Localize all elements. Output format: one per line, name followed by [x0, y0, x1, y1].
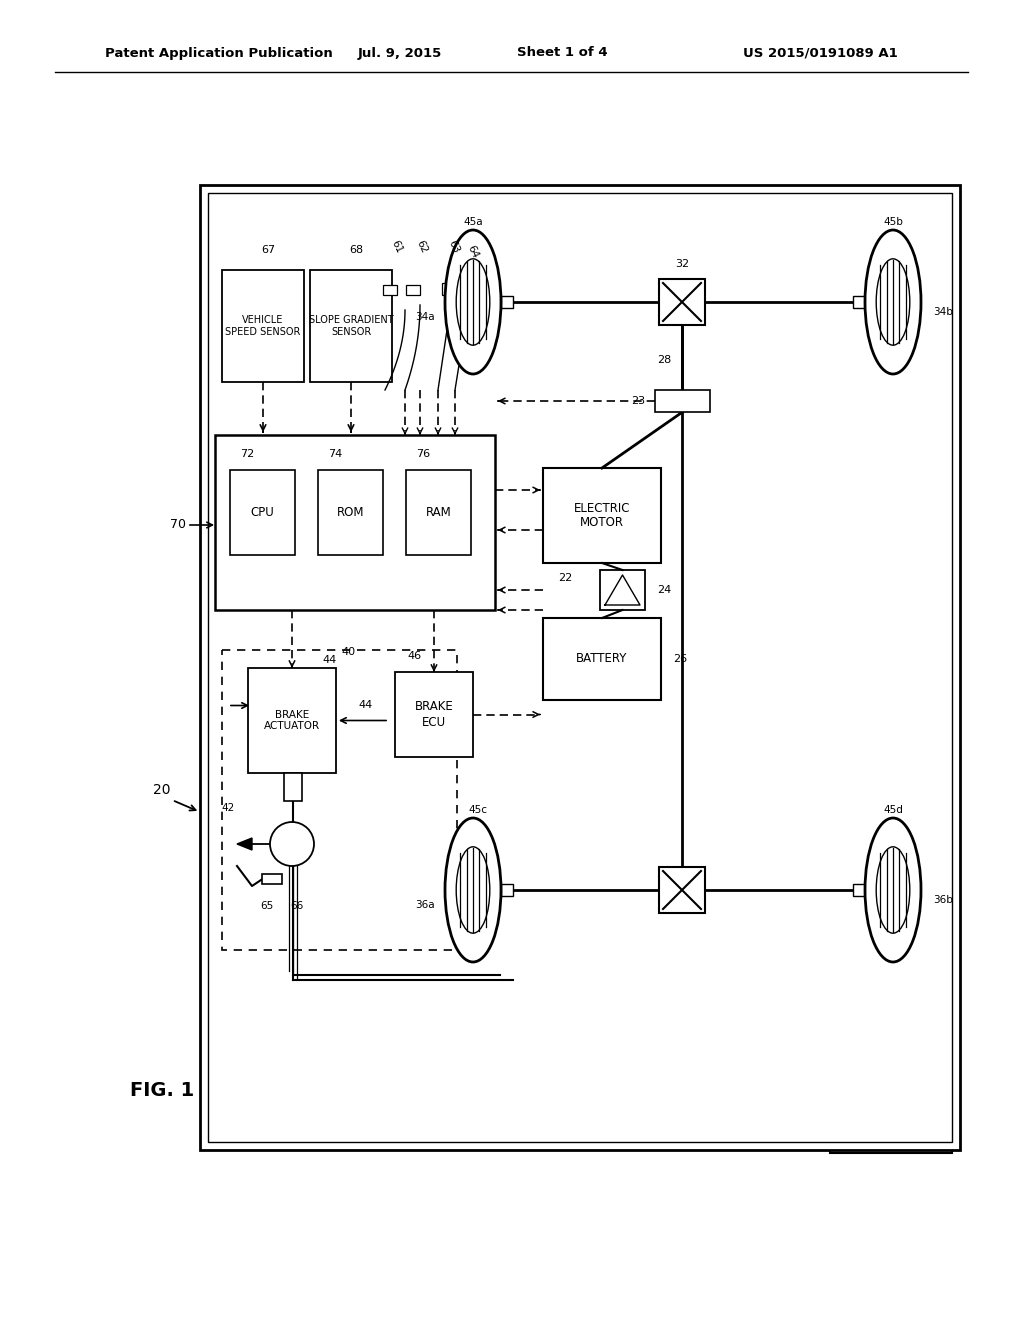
Text: 63: 63	[446, 239, 462, 255]
Text: BRAKE
ECU: BRAKE ECU	[415, 701, 454, 729]
Bar	[262, 874, 282, 884]
Text: 36b: 36b	[933, 895, 953, 906]
Ellipse shape	[445, 230, 501, 374]
Text: 45a: 45a	[463, 216, 482, 227]
Text: 76: 76	[416, 449, 430, 459]
Bar	[222, 649, 457, 950]
Ellipse shape	[865, 818, 921, 962]
Polygon shape	[237, 838, 252, 850]
Text: ELECTRIC
MOTOR: ELECTRIC MOTOR	[573, 502, 630, 529]
Text: 74: 74	[328, 449, 342, 459]
Ellipse shape	[457, 847, 489, 933]
Text: 62: 62	[415, 239, 429, 255]
Text: 32: 32	[675, 259, 689, 269]
Text: Jul. 9, 2015: Jul. 9, 2015	[357, 46, 442, 59]
Text: 64: 64	[466, 244, 480, 260]
Bar	[406, 470, 471, 554]
Text: 34b: 34b	[933, 308, 953, 317]
Text: Sheet 1 of 4: Sheet 1 of 4	[517, 46, 607, 59]
Text: RAM: RAM	[426, 506, 452, 519]
Ellipse shape	[877, 259, 909, 346]
Text: BRAKE
ACTUATOR: BRAKE ACTUATOR	[264, 710, 321, 731]
Text: 61: 61	[390, 239, 404, 255]
Bar	[853, 884, 865, 896]
Ellipse shape	[457, 259, 489, 346]
Bar	[284, 774, 302, 801]
Text: 72: 72	[240, 449, 254, 459]
Bar	[406, 285, 420, 294]
Bar	[543, 469, 662, 564]
Bar	[395, 672, 473, 756]
Bar	[383, 285, 397, 294]
Text: 68: 68	[349, 246, 364, 255]
Text: Patent Application Publication: Patent Application Publication	[105, 46, 333, 59]
Text: SLOPE GRADIENT
SENSOR: SLOPE GRADIENT SENSOR	[308, 315, 393, 337]
Bar	[222, 271, 304, 381]
Text: CPU: CPU	[251, 506, 274, 519]
Text: VEHICLE
SPEED SENSOR: VEHICLE SPEED SENSOR	[225, 315, 301, 337]
Bar	[659, 279, 705, 325]
Bar	[310, 271, 392, 381]
Bar	[215, 436, 495, 610]
Bar	[501, 296, 513, 308]
Text: ROM: ROM	[337, 506, 365, 519]
Bar	[318, 470, 383, 554]
Bar	[200, 185, 961, 1150]
Text: 44: 44	[323, 655, 337, 665]
Text: 34a: 34a	[416, 312, 435, 322]
Text: BATTERY: BATTERY	[577, 652, 628, 665]
Text: 46: 46	[407, 651, 421, 661]
Text: 20: 20	[154, 783, 171, 797]
Bar	[230, 470, 295, 554]
Text: 22: 22	[558, 573, 572, 583]
Bar	[208, 193, 952, 1142]
Text: 24: 24	[657, 585, 672, 595]
Ellipse shape	[445, 818, 501, 962]
Text: 42: 42	[221, 803, 234, 813]
Circle shape	[270, 822, 314, 866]
Text: 36a: 36a	[416, 900, 435, 909]
Text: 28: 28	[656, 355, 671, 366]
Ellipse shape	[865, 230, 921, 374]
Text: FIG. 1: FIG. 1	[130, 1081, 195, 1100]
Text: US 2015/0191089 A1: US 2015/0191089 A1	[742, 46, 897, 59]
Text: 23: 23	[631, 396, 645, 407]
Bar	[442, 282, 456, 294]
Text: 65: 65	[260, 902, 273, 911]
Bar	[853, 296, 865, 308]
Text: 45b: 45b	[883, 216, 903, 227]
Bar	[543, 618, 662, 700]
Text: 70: 70	[170, 519, 186, 532]
Text: 40: 40	[341, 647, 355, 657]
Text: 66: 66	[291, 902, 304, 911]
Text: 67: 67	[261, 246, 275, 255]
Bar	[655, 389, 710, 412]
Bar	[248, 668, 336, 774]
Text: 44: 44	[358, 700, 373, 710]
Bar	[460, 293, 474, 305]
Bar	[501, 884, 513, 896]
Ellipse shape	[877, 847, 909, 933]
Text: 45d: 45d	[883, 805, 903, 814]
Text: 26: 26	[673, 653, 687, 664]
Bar	[659, 867, 705, 913]
Bar	[830, 193, 952, 1152]
Text: 45c: 45c	[469, 805, 487, 814]
Bar	[600, 570, 645, 610]
